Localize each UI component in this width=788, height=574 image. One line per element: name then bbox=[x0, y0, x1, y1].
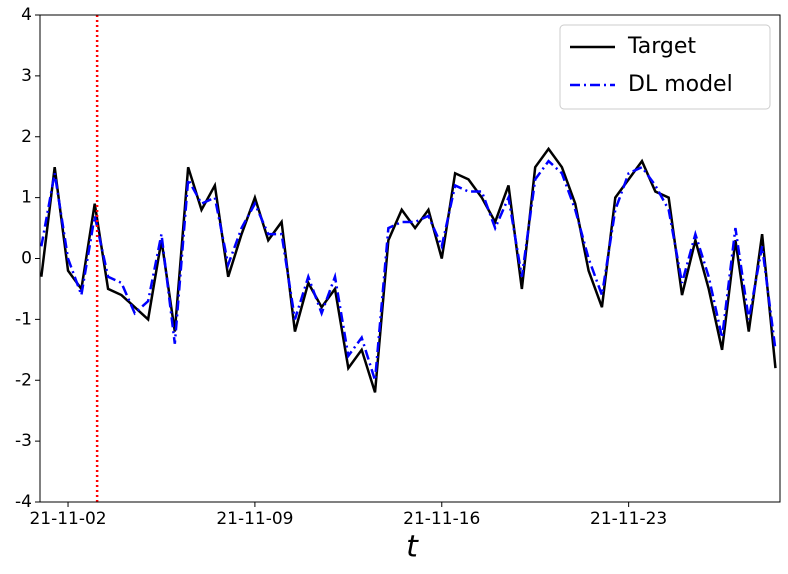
y-tick-label: -4 bbox=[15, 492, 32, 512]
series-line bbox=[40, 146, 777, 393]
x-tick-label: 21-11-16 bbox=[403, 509, 480, 529]
x-tick-label: 21-11-09 bbox=[216, 509, 293, 529]
x-axis-label: t bbox=[406, 530, 419, 565]
y-tick-label: -1 bbox=[15, 309, 32, 329]
y-tick-label: 4 bbox=[21, 5, 32, 25]
y-tick-label: 2 bbox=[21, 127, 32, 147]
y-tick-label: -2 bbox=[15, 370, 32, 390]
plot-frame bbox=[39, 14, 781, 503]
y-tick-label: -3 bbox=[15, 431, 32, 451]
x-tick-label: 21-11-02 bbox=[29, 509, 106, 529]
legend-label: Target bbox=[627, 34, 696, 59]
legend-label: DL model bbox=[628, 72, 733, 97]
series-line bbox=[40, 159, 777, 381]
y-tick-label: 3 bbox=[21, 66, 32, 86]
y-tick-label: 1 bbox=[21, 188, 32, 208]
y-tick-label: 0 bbox=[21, 249, 32, 269]
x-tick-label: 21-11-23 bbox=[590, 509, 667, 529]
